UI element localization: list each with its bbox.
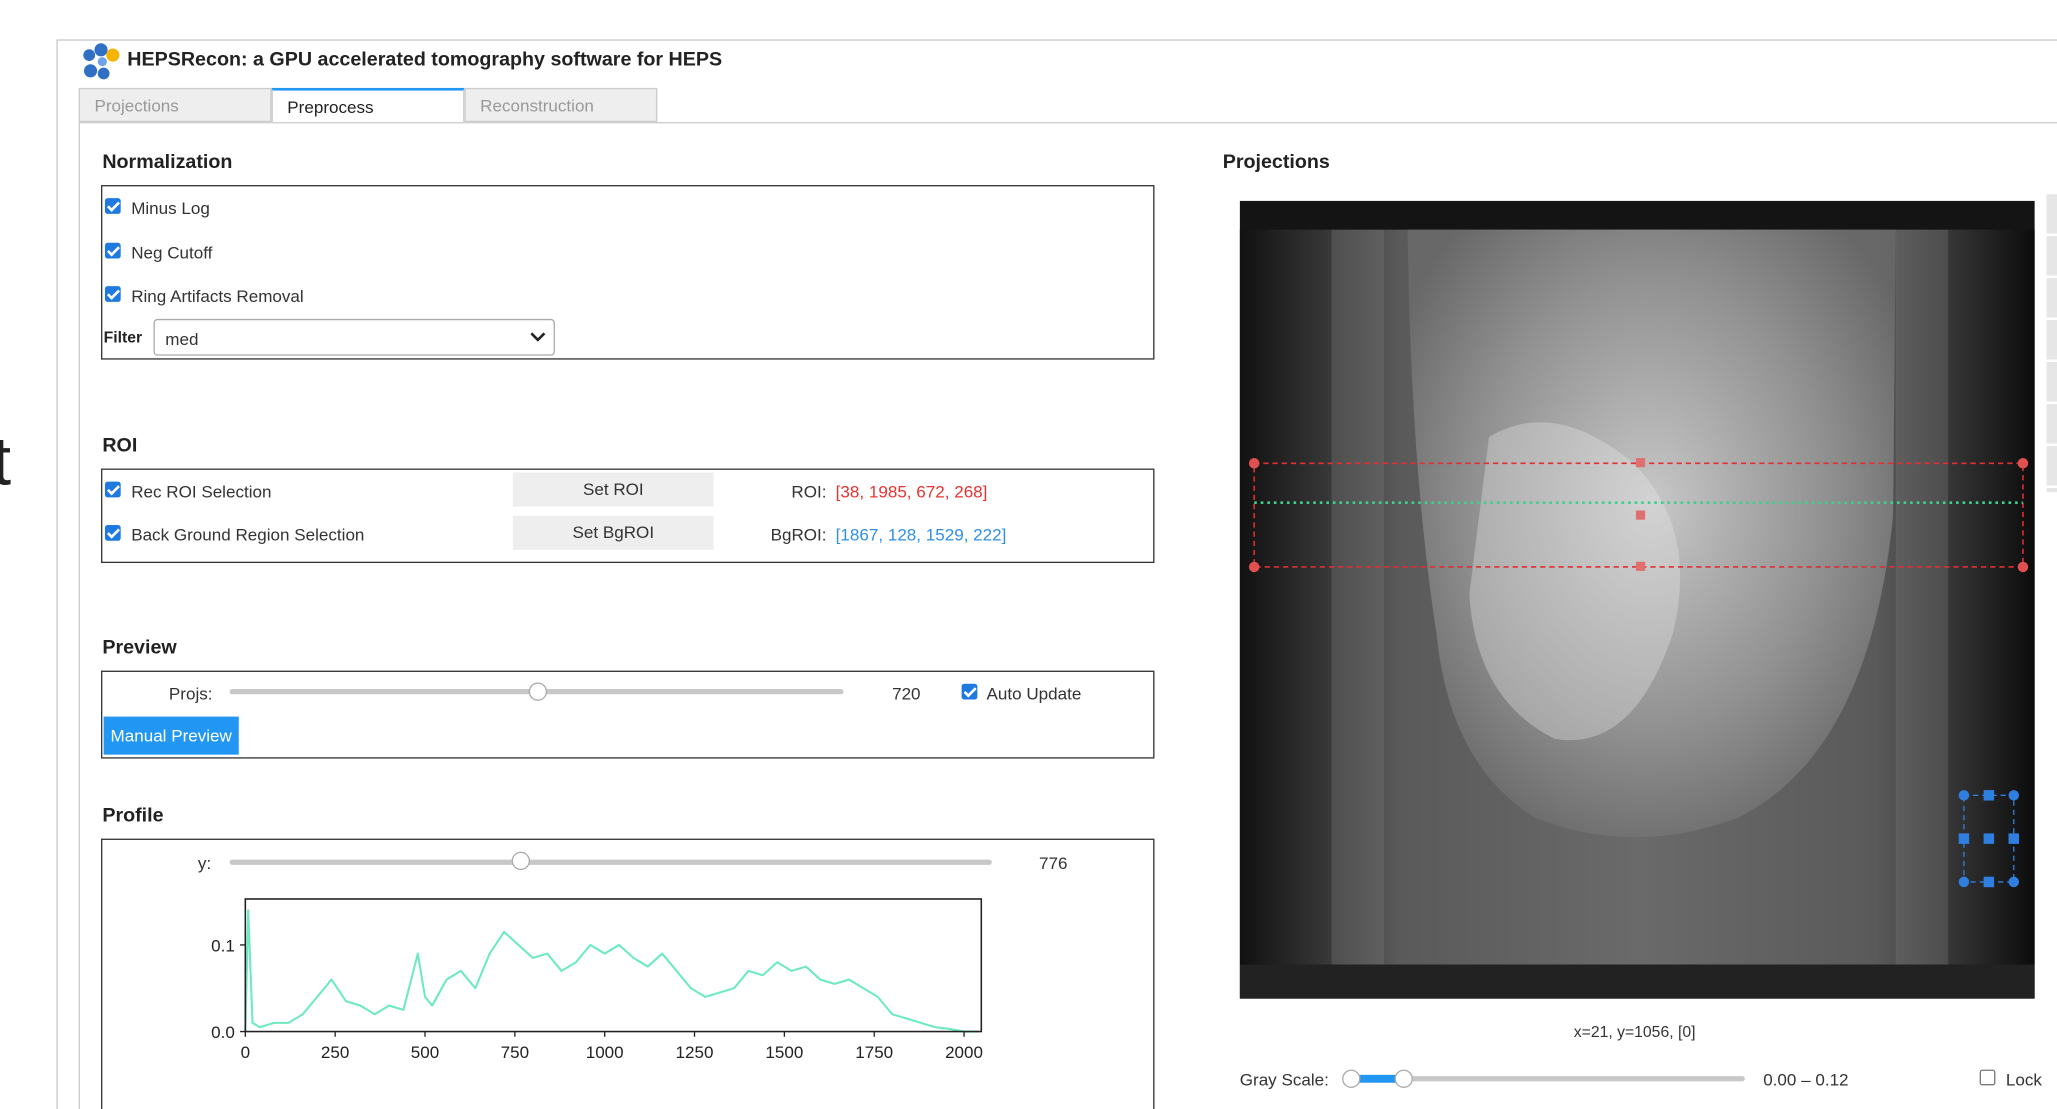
plot-frame (245, 899, 981, 1032)
body: t HEPSRecon: a GPU accelerated tomograph… (0, 0, 2057, 1109)
section-title: Normalization (102, 151, 232, 173)
window-title: HEPSRecon: a GPU accelerated tomography … (127, 49, 722, 71)
tab[interactable]: Reconstruction (464, 88, 657, 122)
roi-value: [38, 1985, 672, 268] (836, 482, 988, 502)
filter-label: Filter (104, 328, 142, 346)
x-tick-label: 0 (241, 1043, 250, 1062)
x-tick-label: 1500 (765, 1043, 803, 1062)
slider-label: Projs: (169, 684, 213, 704)
section-title: Profile (102, 805, 163, 827)
y-tick-label: 0.0 (211, 1023, 235, 1042)
dropdown-arrow (530, 331, 546, 344)
value-label: ROI: (791, 482, 826, 502)
range-thumb[interactable] (1395, 1070, 1413, 1088)
app-logo (79, 42, 124, 84)
x-tick-label: 250 (321, 1043, 349, 1062)
checkbox[interactable] (962, 684, 978, 700)
profile-chart: 0 250 500 750 1000 1250 1500 1750 2000 0.0 0.1 (184, 886, 1024, 1083)
roi-button[interactable]: Set BgROI (513, 516, 714, 550)
cursor-readout: x=21, y=1056, [0] (1503, 1022, 1765, 1040)
checkbox-label: Minus Log (131, 198, 210, 218)
slider-track[interactable] (230, 860, 992, 865)
tab[interactable]: Projections (79, 88, 272, 122)
checkbox[interactable] (1980, 1070, 1996, 1086)
checkbox-label: Rec ROI Selection (131, 482, 271, 502)
slider-value: 776 (1039, 853, 1067, 873)
checkbox-label: Ring Artifacts Removal (131, 286, 304, 306)
slider-thumb[interactable] (529, 682, 547, 700)
toolbar-strip (2047, 194, 2057, 492)
slider-value: 720 (892, 684, 920, 704)
x-tick-label: 1000 (586, 1043, 624, 1062)
checkbox[interactable] (105, 482, 121, 498)
filter-select[interactable]: med (153, 319, 554, 356)
manual-preview-button[interactable]: Manual Preview (104, 717, 239, 755)
checkbox[interactable] (105, 198, 121, 214)
filter-value: med (165, 329, 198, 349)
section-title: Projections (1223, 151, 1330, 173)
x-tick-label: 2000 (945, 1043, 983, 1062)
x-tick-label: 1750 (855, 1043, 893, 1062)
slider-thumb[interactable] (512, 852, 530, 870)
value-label: BgROI: (771, 525, 827, 545)
x-tick-label: 500 (411, 1043, 439, 1062)
checkbox-label: Auto Update (987, 684, 1082, 704)
range-thumb[interactable] (1342, 1070, 1360, 1088)
roi-value: [1867, 128, 1529, 222] (836, 525, 1007, 545)
projection-image (1240, 201, 2035, 999)
section-title: ROI (102, 434, 137, 456)
checkbox[interactable] (105, 286, 121, 302)
slider-label: y: (198, 853, 211, 873)
checkbox[interactable] (105, 242, 121, 258)
page: HEPSRecon {"page_fragment": "t", "window… (0, 0, 2057, 1109)
gray-scale-label: Gray Scale: (1240, 1070, 1329, 1090)
section-title: Preview (102, 637, 176, 659)
tab[interactable]: Preprocess (272, 88, 465, 122)
roi-button[interactable]: Set ROI (513, 472, 714, 506)
checkbox[interactable] (105, 525, 121, 541)
range-value: 0.00 – 0.12 (1763, 1070, 1848, 1090)
panel-border (79, 122, 80, 1109)
checkbox-label: Back Ground Region Selection (131, 525, 364, 545)
checkbox-label: Lock (2006, 1070, 2042, 1090)
checkbox-label: Neg Cutoff (131, 242, 212, 262)
profile-line (245, 910, 978, 1031)
x-tick-label: 1250 (676, 1043, 714, 1062)
page-fragment: t (0, 423, 11, 502)
tab-divider (79, 122, 2057, 123)
y-tick-label: 0.1 (211, 936, 235, 955)
x-tick-label: 750 (501, 1043, 529, 1062)
screen: t HEPSRecon: a GPU accelerated tomograph… (0, 0, 2057, 1109)
